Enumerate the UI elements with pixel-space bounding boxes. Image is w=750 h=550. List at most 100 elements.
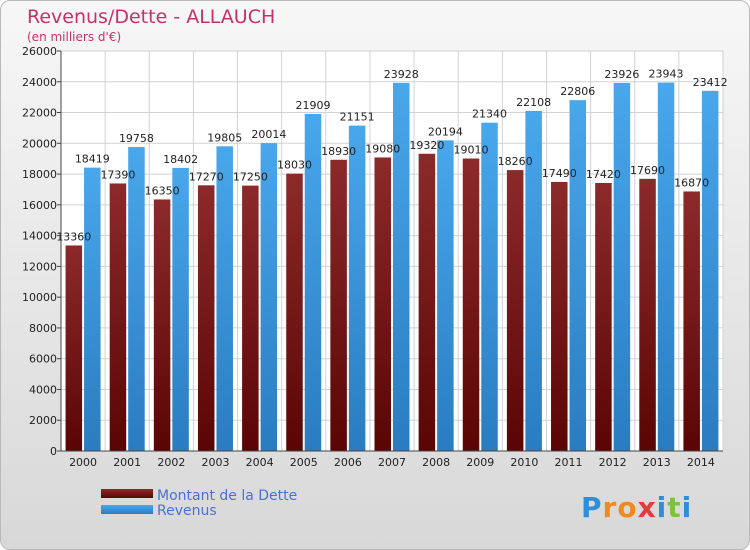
data-label-debt-2013: 17690 [630, 164, 665, 177]
data-label-debt-2004: 17250 [233, 171, 268, 184]
data-label-debt-2003: 17270 [189, 170, 224, 183]
bar-debt-2006 [330, 159, 347, 451]
xtick-label: 2006 [334, 456, 362, 469]
bar-revenue-2003 [216, 146, 233, 452]
bar-debt-2012 [595, 183, 612, 451]
data-label-revenue-2005: 21909 [295, 99, 330, 112]
xtick-label: 2012 [599, 456, 627, 469]
ytick-label: 20000 [22, 137, 57, 150]
data-label-debt-2005: 18030 [277, 159, 312, 172]
xtick-label: 2010 [510, 456, 538, 469]
ytick-label: 14000 [22, 230, 57, 243]
chart-subtitle: (en milliers d'€) [27, 30, 121, 44]
data-label-debt-2014: 16870 [674, 176, 709, 189]
ytick-label: 18000 [22, 168, 57, 181]
bar-debt-2003 [197, 185, 215, 452]
legend-swatch-revenue [101, 505, 153, 514]
logo-letter: i [657, 491, 668, 524]
bar-revenue-2006 [348, 125, 366, 451]
bar-revenue-2012 [613, 82, 631, 452]
ytick-label: 24000 [22, 76, 57, 89]
data-label-revenue-2008: 20194 [428, 125, 463, 138]
bar-debt-2001 [109, 183, 127, 451]
bar-debt-2008 [418, 153, 436, 451]
data-label-revenue-2003: 19805 [207, 131, 242, 144]
data-label-debt-2009: 19010 [454, 144, 489, 157]
data-label-revenue-2002: 18402 [163, 153, 198, 166]
xtick-label: 2011 [555, 456, 583, 469]
ytick-label: 16000 [22, 199, 57, 212]
bar-revenue-2008 [437, 140, 454, 452]
data-label-revenue-2012: 23926 [604, 68, 639, 81]
data-label-debt-2001: 17390 [100, 168, 135, 181]
bar-revenue-2013 [657, 82, 675, 452]
data-label-revenue-2004: 20014 [251, 128, 286, 141]
bar-revenue-2007 [393, 82, 410, 451]
ytick-label: 8000 [29, 322, 57, 335]
data-label-debt-2002: 16350 [145, 184, 180, 197]
bar-debt-2005 [286, 173, 303, 451]
bar-revenue-2002 [172, 167, 189, 451]
logo-letter: x [638, 491, 657, 524]
ytick-label: 4000 [29, 383, 57, 396]
bar-debt-2013 [639, 178, 656, 451]
data-label-debt-2008: 19320 [409, 139, 444, 152]
data-label-revenue-2006: 21151 [340, 111, 375, 124]
ytick-label: 2000 [29, 414, 57, 427]
logo-letter: o [617, 491, 637, 524]
xtick-label: 2008 [422, 456, 450, 469]
plot-background [61, 51, 723, 451]
bar-revenue-2010 [525, 110, 542, 451]
data-label-debt-2011: 17490 [542, 167, 577, 180]
logo-letter: P [581, 491, 603, 524]
logo-letter: t [667, 491, 681, 524]
proxiti-logo: Proxiti [581, 491, 692, 524]
ytick-label: 0 [50, 445, 57, 458]
ytick-label: 10000 [22, 291, 57, 304]
data-label-revenue-2001: 19758 [119, 132, 154, 145]
bar-debt-2011 [551, 181, 568, 451]
legend: Montant de la Dette Revenus [101, 488, 297, 519]
xtick-label: 2001 [113, 456, 141, 469]
data-label-revenue-2011: 22806 [560, 85, 595, 98]
data-label-revenue-2010: 22108 [516, 96, 551, 109]
legend-swatch-debt [101, 489, 153, 498]
bar-debt-2007 [374, 157, 391, 451]
bar-revenue-2005 [304, 113, 322, 451]
data-label-revenue-2013: 23943 [649, 68, 684, 81]
xtick-label: 2000 [69, 456, 97, 469]
legend-label-revenue: Revenus [157, 503, 217, 519]
data-label-debt-2010: 18260 [498, 155, 533, 168]
ytick-label: 6000 [29, 353, 57, 366]
data-label-revenue-2007: 23928 [384, 68, 419, 81]
data-label-debt-2000: 13360 [56, 230, 91, 243]
bar-revenue-2011 [569, 100, 587, 451]
xtick-label: 2002 [157, 456, 185, 469]
bar-debt-2002 [153, 199, 171, 451]
logo-letter: i [682, 491, 693, 524]
axis-layer: 0 2000 4000 6000 8000 10000 12000 14000 16000 180… [22, 45, 723, 469]
xtick-label: 2007 [378, 456, 406, 469]
grid-layer [60, 50, 724, 452]
bar-revenue-2014 [701, 90, 719, 452]
data-label-revenue-2014: 23412 [693, 76, 728, 89]
xtick-label: 2013 [643, 456, 671, 469]
bar-debt-2009 [462, 158, 480, 452]
bar-revenue-2009 [481, 122, 498, 451]
xtick-label: 2004 [246, 456, 274, 469]
logo-letter: r [603, 491, 618, 524]
legend-label-debt: Montant de la Dette [157, 488, 297, 504]
ytick-label: 26000 [22, 45, 57, 58]
bar-debt-2000 [65, 245, 83, 451]
data-label-debt-2012: 17420 [586, 168, 621, 181]
chart-title: Revenus/Dette - ALLAUCH [27, 6, 275, 28]
bar-debt-2014 [683, 191, 700, 451]
bar-debt-2010 [506, 170, 524, 452]
data-label-debt-2007: 19080 [365, 142, 400, 155]
ytick-label: 22000 [22, 107, 57, 120]
ytick-label: 12000 [22, 260, 57, 273]
xtick-label: 2005 [290, 456, 318, 469]
data-label-revenue-2000: 18419 [75, 153, 110, 166]
bar-revenue-2000 [84, 167, 101, 451]
